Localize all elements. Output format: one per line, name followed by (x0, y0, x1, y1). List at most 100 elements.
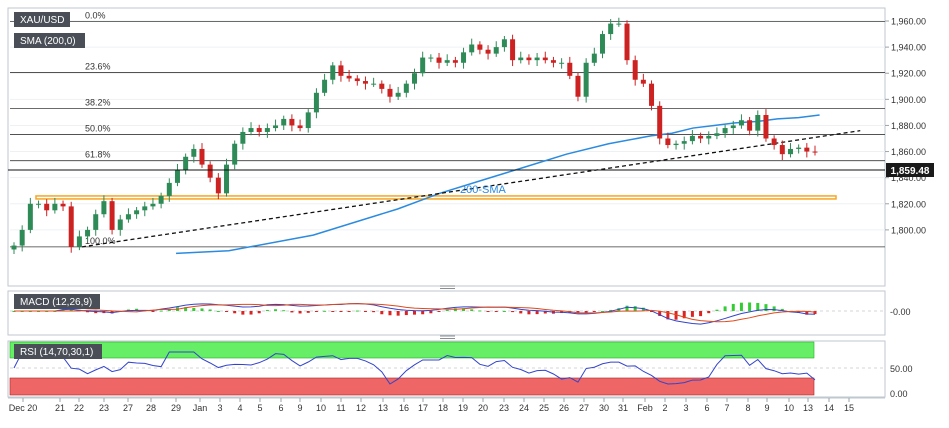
rsi-tick-label: 0.00 (890, 389, 908, 399)
time-tick-label: 29 (171, 403, 181, 413)
candle-body (575, 75, 581, 97)
macd-histogram-bar (715, 309, 719, 311)
candle-body (714, 133, 720, 136)
fib-label: 23.6% (85, 62, 111, 72)
price-tick-label: 1,820.00 (891, 199, 926, 209)
price-panel (7, 7, 886, 287)
time-tick-label: 31 (618, 403, 628, 413)
instrument-badge[interactable]: XAU/USD (14, 12, 70, 27)
candle-body (240, 131, 246, 144)
candle-body (27, 203, 33, 230)
support-zone-box (35, 195, 837, 200)
grid (10, 20, 885, 231)
macd-histogram-bar (445, 309, 449, 311)
macd-badge[interactable]: MACD (12,26,9) (14, 294, 100, 309)
panel-divider-handle[interactable] (440, 335, 455, 339)
candle-body (787, 148, 793, 155)
time-axis: Dec 20 21 22 23 27 28 29 Jan 3 4 5 6 9 10 11 12 13 16 17 18… (9, 398, 854, 413)
fib-label: 61.8% (85, 150, 111, 160)
macd-histogram-bar (363, 311, 367, 312)
time-tick-label: 2 (662, 403, 667, 413)
price-tick-label: 1,900.00 (891, 95, 926, 105)
time-tick-label: 26 (559, 403, 569, 413)
time-tick-label: 11 (336, 403, 345, 413)
time-tick-label: 23 (99, 403, 109, 413)
macd-histogram-bar (739, 302, 743, 311)
candle-body (608, 23, 614, 35)
candle-body (338, 65, 344, 76)
macd-histogram-bar (323, 310, 327, 312)
candle-body (166, 182, 172, 196)
candle-body (248, 128, 254, 132)
fib-label: 0.0% (85, 11, 106, 21)
candle-body (11, 245, 17, 250)
candle-body (142, 206, 148, 211)
candle-body (616, 23, 622, 25)
price-tick-label: 1,880.00 (891, 121, 926, 131)
macd-histogram-bar (216, 310, 220, 312)
time-tick-label: 8 (745, 403, 750, 413)
time-tick-label: 6 (704, 403, 709, 413)
time-tick-label: 13 (803, 403, 813, 413)
candle-body (150, 203, 156, 207)
macd-histogram-bar (396, 311, 400, 316)
candle-body (85, 229, 91, 237)
candle-body (125, 214, 131, 220)
candle-body (44, 203, 50, 211)
candle-body (330, 65, 336, 80)
candle-body (559, 62, 565, 64)
macd-histogram-bar (249, 311, 253, 315)
trendline (81, 130, 861, 248)
candle-body (256, 128, 262, 132)
macd-histogram-bar (519, 311, 523, 314)
macd-panel (7, 290, 886, 336)
macd-histogram-bar (609, 309, 613, 311)
candle-body (812, 151, 818, 153)
rsi-badge[interactable]: RSI (14,70,30,1) (14, 344, 102, 359)
fib-label: 38.2% (85, 97, 111, 107)
candle-body (289, 118, 295, 126)
time-tick-label: 5 (257, 403, 262, 413)
candle-body (215, 177, 221, 194)
candle-body (706, 135, 712, 139)
macd-histogram-bar (527, 311, 531, 315)
macd-histogram-bar (167, 309, 171, 311)
macd-histogram-bar (151, 311, 155, 312)
candle-body (738, 120, 744, 126)
candle-body (436, 57, 442, 63)
time-tick-label: 27 (579, 403, 589, 413)
time-tick-label: 13 (378, 403, 388, 413)
macd-histogram-bar (625, 305, 629, 311)
time-tick-label: 17 (418, 403, 428, 413)
macd-histogram-bar (233, 311, 237, 314)
macd-histogram-bar (355, 310, 359, 312)
candle-body (485, 49, 491, 54)
candle-body (477, 44, 483, 50)
candle-body (469, 44, 475, 53)
price-tick-label: 1,800.00 (891, 225, 926, 235)
time-tick-label: 9 (297, 403, 302, 413)
candle-body (796, 147, 802, 149)
candle-body (452, 60, 458, 63)
sma-badge[interactable]: SMA (200,0) (14, 33, 85, 48)
macd-histogram-bar (494, 311, 498, 312)
candle-body (101, 201, 107, 215)
candle-body (420, 57, 426, 74)
macd-histogram-bar (813, 311, 817, 315)
time-tick-label: 20 (478, 403, 488, 413)
panel-divider-handle[interactable] (440, 285, 455, 289)
macd-histogram-bar (584, 311, 588, 313)
macd-histogram-bar (192, 307, 196, 311)
macd-histogram-bar (502, 310, 506, 312)
time-tick-label: 9 (764, 403, 769, 413)
macd-histogram-bar (470, 309, 474, 311)
fibonacci-levels: 0.0% 23.6% 38.2% 50.0% 61.8% 100.0% (10, 11, 885, 248)
candle-body (510, 39, 516, 61)
macd-histogram-bar (265, 309, 269, 311)
candle-body (583, 62, 589, 97)
candle-body (779, 145, 785, 155)
candle-body (730, 125, 736, 129)
candle-body (689, 135, 695, 142)
candle-body (747, 120, 753, 131)
